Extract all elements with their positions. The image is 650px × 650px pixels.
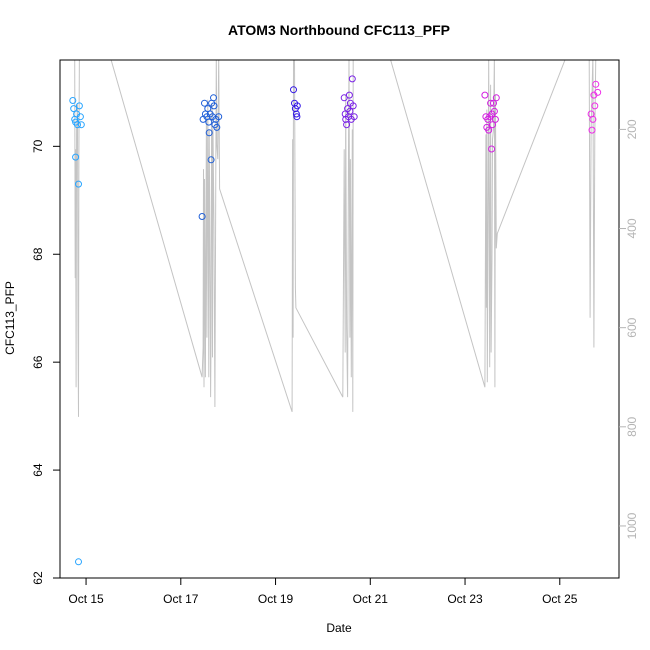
data-point	[594, 88, 602, 96]
y2-tick-label: 200	[625, 119, 639, 139]
data-point	[75, 180, 82, 188]
data-point	[346, 107, 354, 115]
x-axis-label: Date	[326, 621, 352, 635]
data-point	[207, 156, 215, 164]
x-tick-label: Oct 23	[447, 592, 483, 606]
data-point	[77, 121, 85, 129]
data-point	[481, 91, 489, 99]
data-point	[293, 113, 301, 121]
data-point	[348, 75, 356, 83]
data-point	[487, 99, 495, 107]
altitude-line-layer	[74, 60, 597, 417]
y2-tick-label: 400	[625, 218, 639, 238]
data-point	[591, 102, 599, 110]
data-point	[490, 107, 498, 115]
data-point	[488, 145, 496, 153]
data-point	[293, 102, 301, 110]
data-point	[72, 153, 80, 161]
y2-tick-label: 1000	[625, 512, 639, 539]
data-point	[213, 123, 221, 131]
y-axis-label: CFC113_PFP	[3, 281, 17, 355]
data-point	[75, 558, 82, 566]
data-point	[492, 94, 500, 102]
x-tick-label: Oct 17	[163, 592, 199, 606]
data-point	[205, 129, 213, 137]
data-point	[210, 102, 218, 110]
altitude-line	[74, 60, 597, 417]
data-point	[490, 99, 497, 107]
data-point	[485, 126, 493, 134]
chart-title: ATOM3 Northbound CFC113_PFP	[228, 22, 450, 38]
data-point	[74, 121, 81, 129]
y2-tick-label: 600	[625, 317, 639, 337]
data-point	[350, 113, 358, 121]
y2-tick-label: 800	[625, 416, 639, 436]
data-point	[76, 113, 84, 121]
data-point	[201, 99, 208, 107]
x-tick-label: Oct 21	[353, 592, 389, 606]
plot-area-frame	[59, 59, 620, 579]
data-point	[69, 97, 77, 104]
x-tick-label: Oct 25	[542, 592, 578, 606]
data-points-layer	[69, 75, 602, 566]
data-point	[215, 113, 223, 121]
data-point	[75, 102, 83, 110]
y-tick-label: 62	[31, 571, 45, 585]
y-tick-label: 70	[31, 139, 45, 153]
data-point	[489, 121, 496, 129]
data-point	[589, 115, 597, 123]
data-point	[292, 110, 300, 118]
x-tick-label: Oct 19	[258, 592, 294, 606]
data-point	[592, 80, 600, 88]
x-tick-label: Oct 15	[68, 592, 104, 606]
data-point	[70, 105, 78, 113]
y-tick-label: 66	[31, 355, 45, 369]
data-point	[210, 94, 217, 102]
y-tick-label: 64	[31, 463, 45, 477]
secondary-y-axis: 200 400 600 800 1000	[619, 119, 639, 539]
data-point	[205, 118, 213, 126]
data-point	[343, 121, 351, 129]
data-point	[588, 126, 596, 134]
x-axis: Oct 15 Oct 17 Oct 19 Oct 21 Oct 23 Oct 25	[68, 578, 578, 606]
data-point	[349, 102, 357, 110]
data-point	[198, 213, 206, 220]
y-tick-label: 68	[31, 247, 45, 261]
data-point	[491, 115, 499, 123]
data-point	[345, 91, 353, 99]
data-point	[290, 86, 297, 94]
y-axis: 62 64 66 68 70	[31, 139, 60, 585]
